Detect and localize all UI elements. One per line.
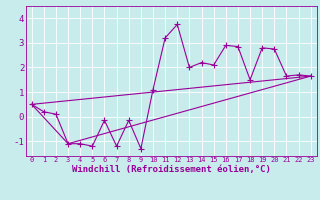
X-axis label: Windchill (Refroidissement éolien,°C): Windchill (Refroidissement éolien,°C) — [72, 165, 271, 174]
